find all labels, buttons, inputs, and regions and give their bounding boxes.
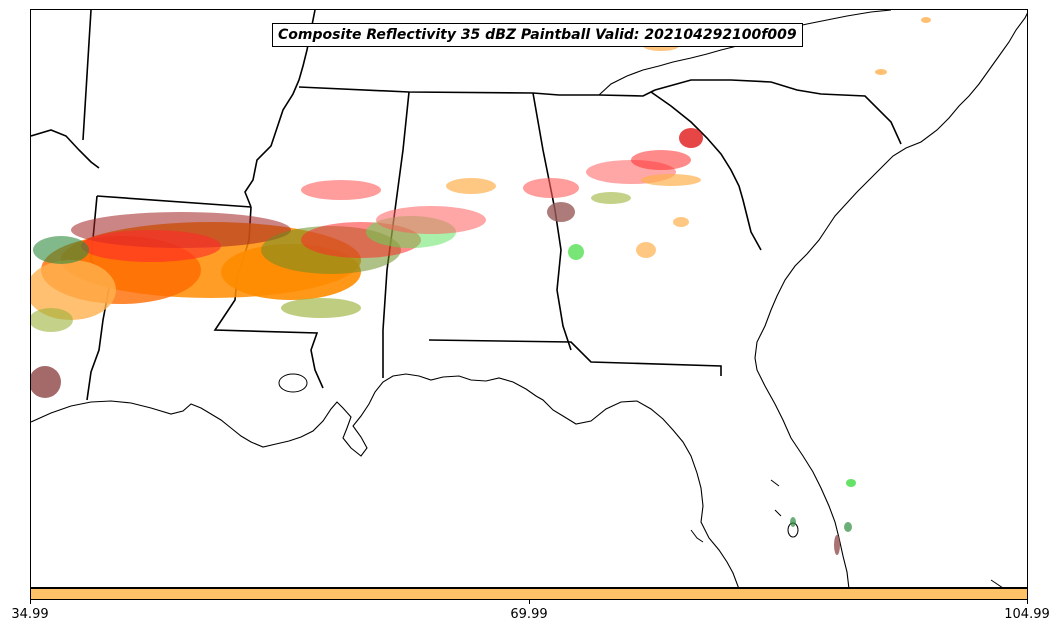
storm-cell	[673, 217, 689, 227]
storm-cell	[790, 517, 796, 527]
map-title: Composite Reflectivity 35 dBZ Paintball …	[272, 23, 803, 47]
storm-cell	[631, 150, 691, 170]
storm-cell	[446, 178, 496, 194]
reflectivity-paintball	[31, 17, 931, 555]
storm-cell	[679, 128, 703, 148]
storm-cell	[846, 479, 856, 487]
storm-cell	[591, 192, 631, 204]
map-canvas	[31, 10, 1027, 587]
colorbar-tick-label: 34.99	[11, 607, 49, 622]
coastline-keys	[690, 479, 1003, 587]
colorbar-tick-label: 69.99	[510, 607, 548, 622]
storm-cell	[31, 308, 73, 332]
storm-cell	[281, 298, 361, 318]
storm-cell	[547, 202, 575, 222]
storm-cell	[875, 69, 887, 75]
colorbar	[30, 588, 1028, 600]
storm-cell	[834, 535, 840, 555]
storm-cell	[31, 366, 61, 398]
colorbar-tick	[529, 600, 530, 604]
storm-cell	[921, 17, 931, 23]
coastline-atlantic	[754, 12, 1027, 587]
map-panel: Composite Reflectivity 35 dBZ Paintball …	[30, 9, 1028, 588]
storm-cell	[81, 230, 221, 262]
storm-cell	[376, 206, 486, 234]
storm-cell	[31, 260, 116, 320]
storm-cell	[636, 242, 656, 258]
colorbar-tick-label: 104.99	[1004, 607, 1050, 622]
storm-cell	[568, 244, 584, 260]
colorbar-tick	[30, 600, 31, 604]
coastline-north	[598, 10, 892, 96]
storm-cell	[33, 236, 89, 264]
coastline	[31, 373, 739, 587]
storm-cell	[301, 180, 381, 200]
storm-cell	[641, 174, 701, 186]
storm-cell	[844, 522, 852, 532]
colorbar-tick	[1027, 600, 1028, 604]
state-borders	[31, 10, 902, 401]
lake-pontchartrain	[278, 373, 308, 393]
storm-cell	[523, 178, 579, 198]
